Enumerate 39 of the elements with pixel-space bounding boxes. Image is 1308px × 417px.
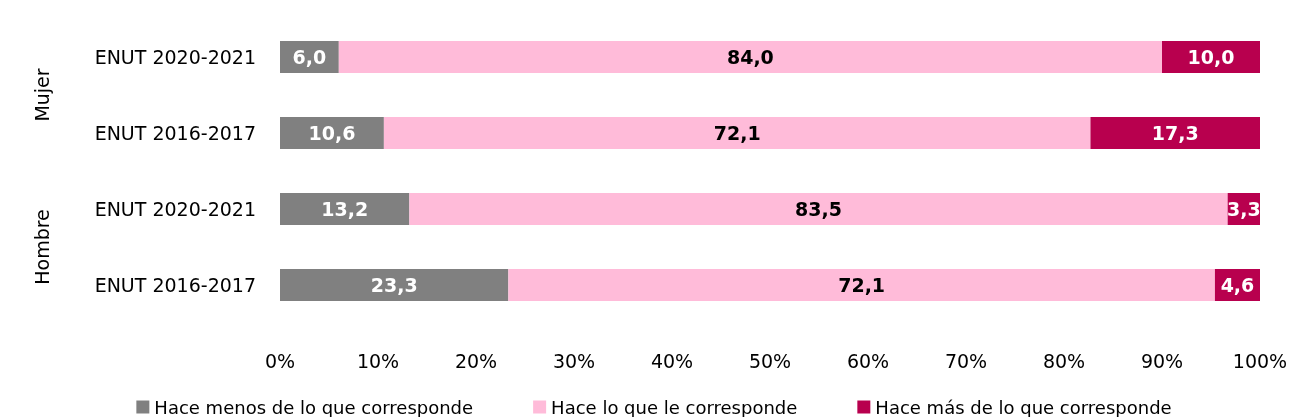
x-tick-label: 100%	[1232, 349, 1288, 372]
x-tick-label: 40%	[650, 349, 694, 372]
x-tick-label: 20%	[454, 349, 498, 372]
data-label: 10,6	[308, 122, 356, 144]
data-label: 10,0	[1187, 46, 1235, 68]
bar	[508, 269, 1215, 301]
x-tick-label: 10%	[356, 349, 400, 372]
data-label: 17,3	[1151, 122, 1199, 144]
data-label: 84,0	[726, 46, 774, 68]
y-tick-label: ENUT 2020-2021	[94, 46, 256, 68]
text: Mujer	[31, 68, 53, 122]
x-tick-label: 30%	[552, 349, 596, 372]
data-label: 4,6	[1220, 274, 1255, 296]
legend-label: Hace más de lo que corresponde	[875, 396, 1172, 417]
x-tick-label: 0%	[264, 349, 296, 372]
data-label: 13,2	[321, 198, 369, 220]
y-tick-label: ENUT 2016-2017	[94, 274, 256, 296]
data-label: 83,5	[795, 198, 842, 220]
bar	[383, 117, 1091, 149]
bar	[338, 41, 1162, 73]
text: Hombre	[31, 209, 53, 285]
x-tick-label: 70%	[944, 349, 988, 372]
data-label: 6,0	[292, 46, 327, 68]
x-tick-label: 90%	[1140, 349, 1184, 372]
y-tick-label: ENUT 2020-2021	[94, 198, 256, 220]
legend-label: Hace lo que le corresponde	[551, 396, 798, 417]
y-tick-label: ENUT 2016-2017	[94, 122, 256, 144]
bar	[1090, 117, 1260, 149]
x-tick-label: 50%	[748, 349, 792, 372]
legend-label: Hace menos de lo que corresponde	[154, 396, 474, 417]
bar	[409, 193, 1228, 225]
data-label: 72,1	[838, 274, 886, 296]
bar	[280, 269, 509, 301]
data-label: 72,1	[713, 122, 761, 144]
data-label: 23,3	[370, 274, 418, 296]
x-tick-label: 80%	[1042, 349, 1086, 372]
x-tick-label: 60%	[846, 349, 890, 372]
data-label: 3,3	[1226, 198, 1261, 220]
bar	[280, 193, 410, 225]
